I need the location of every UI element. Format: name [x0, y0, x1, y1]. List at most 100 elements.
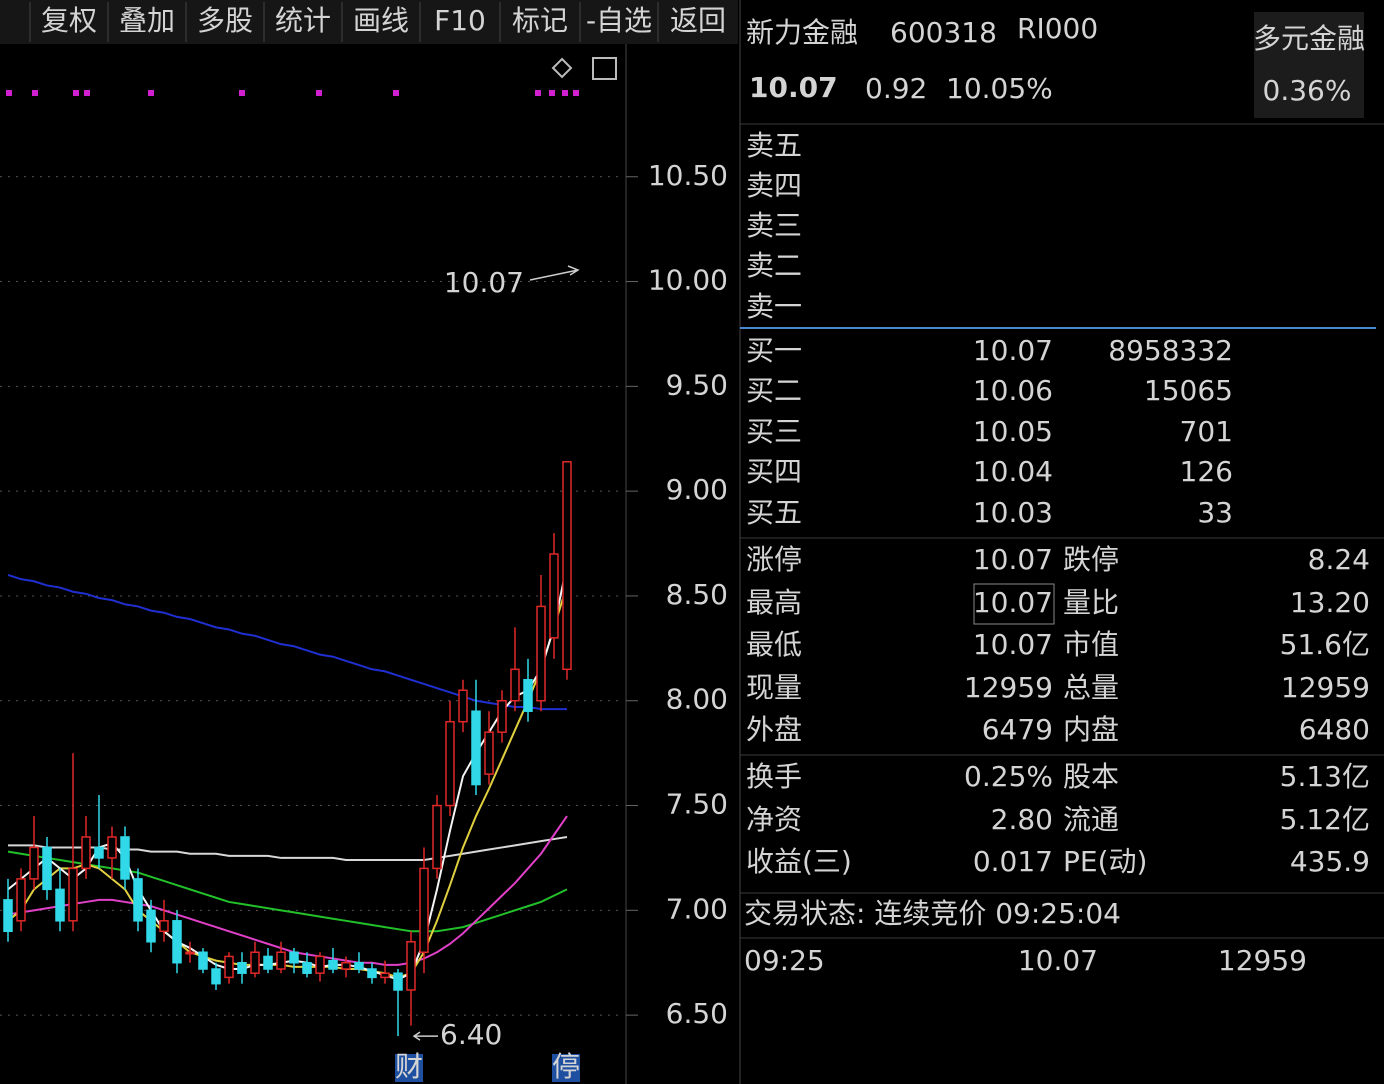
y-tick-label: 8.50: [666, 578, 728, 611]
sector-name[interactable]: 多元金融: [1253, 22, 1365, 55]
candle-body: [276, 951, 286, 970]
stat-label: 总量: [1063, 671, 1119, 704]
y-tick-label: 6.50: [666, 997, 728, 1030]
candle-body: [471, 710, 481, 786]
panel-icon[interactable]: [592, 57, 617, 80]
event-marker-bg: [395, 1054, 423, 1082]
stat-label: 最高: [746, 586, 802, 619]
bid-label: 买五: [746, 496, 802, 529]
event-marker[interactable]: 停: [552, 1050, 580, 1083]
tick-time: 09:25: [744, 944, 825, 977]
candle-body: [380, 972, 390, 979]
stat-value: 10.07: [973, 543, 1053, 576]
candle-body: [497, 699, 507, 733]
bid-volume: 15065: [1144, 374, 1233, 407]
y-tick-label: 8.00: [666, 683, 728, 716]
stat-label: 最低: [746, 628, 802, 661]
y-tick-label: 10.50: [648, 159, 728, 192]
candle-body: [367, 968, 377, 979]
toolbar: [0, 0, 738, 44]
bid-volume: 33: [1197, 496, 1233, 529]
stat-label: 市值: [1063, 628, 1119, 661]
candle-body: [419, 867, 429, 953]
stat-value: 12959: [1281, 671, 1370, 704]
candle-body: [458, 689, 468, 723]
ask-label: 卖四: [746, 169, 802, 202]
stat-label: 外盘: [746, 713, 802, 746]
stat-value: 8.24: [1308, 543, 1370, 576]
candle-body: [42, 846, 52, 891]
price-change: 0.92: [865, 72, 927, 105]
bid-price: 10.04: [973, 455, 1053, 488]
stat-value: 435.9: [1290, 845, 1370, 878]
bid-price: 10.05: [973, 415, 1053, 448]
toolbar-button[interactable]: 标记: [512, 4, 568, 37]
ask-label: 卖一: [746, 290, 802, 323]
tick-price: 10.07: [1018, 944, 1098, 977]
toolbar-button[interactable]: 画线: [353, 4, 409, 37]
bid-price: 10.07: [973, 334, 1053, 367]
candle-body: [562, 461, 572, 671]
candle-body: [133, 878, 143, 922]
price-annotation: 10.07: [444, 266, 524, 299]
toolbar-button[interactable]: F10: [434, 4, 486, 37]
candle-body: [341, 961, 351, 970]
bid-volume: 126: [1180, 455, 1233, 488]
toolbar-button[interactable]: 复权: [41, 4, 97, 37]
stat-label: 涨停: [746, 543, 802, 576]
y-tick-label: 10.00: [648, 264, 728, 297]
candle-body: [55, 888, 65, 922]
candle-body: [185, 951, 195, 955]
y-tick-label: 9.00: [666, 473, 728, 506]
sector-change[interactable]: 0.36%: [1263, 74, 1352, 107]
toolbar-button[interactable]: 统计: [275, 4, 331, 37]
highlight-box: [973, 583, 1055, 625]
bid-volume: 8958332: [1108, 334, 1233, 367]
candle-body: [523, 679, 533, 712]
candle-body: [549, 553, 559, 639]
diamond-icon[interactable]: [551, 57, 573, 79]
toolbar-button[interactable]: 多股: [197, 4, 253, 37]
bid-label: 买二: [746, 374, 802, 407]
stat-value: 6480: [1299, 713, 1370, 746]
moving-average: [7, 585, 568, 979]
candle-body: [29, 846, 39, 880]
last-price: 10.07: [749, 71, 838, 104]
ask-label: 卖三: [746, 209, 802, 242]
signal-dots: [6, 90, 579, 96]
candle-body: [146, 909, 156, 943]
y-tick-label: 9.50: [666, 368, 728, 401]
stat-value: 13.20: [1290, 586, 1370, 619]
y-tick-label: 7.50: [666, 788, 728, 821]
candle-body: [94, 846, 104, 859]
trade-status: 交易状态: 连续竞价 09:25:04: [744, 897, 1121, 930]
candle-body: [289, 951, 299, 964]
price-annotation: 6.40: [440, 1018, 502, 1051]
event-marker[interactable]: 财: [395, 1050, 423, 1083]
sector-box[interactable]: [1254, 12, 1364, 118]
candle-body: [250, 951, 260, 974]
toolbar-button[interactable]: 返回: [670, 4, 726, 37]
stat-value: 6479: [982, 713, 1053, 746]
candle-body: [263, 955, 273, 970]
tick-volume: 12959: [1218, 944, 1307, 977]
toolbar-button[interactable]: -自选: [586, 4, 652, 37]
moving-average: [7, 815, 568, 966]
stock-name: 新力金融: [746, 16, 858, 49]
panel-separators: [740, 123, 1384, 939]
stock-code: 600318: [890, 16, 997, 49]
stat-value: 0.25%: [964, 760, 1053, 793]
stat-value: 5.13亿: [1280, 760, 1370, 793]
candle-body: [224, 955, 234, 979]
candle-body: [432, 804, 442, 870]
candle-body: [16, 878, 26, 922]
stat-value: 2.80: [991, 803, 1053, 836]
candle-body: [393, 972, 403, 991]
stat-value: 5.12亿: [1280, 803, 1370, 836]
y-tick-label: 7.00: [666, 892, 728, 925]
stat-value: 10.07: [973, 586, 1053, 619]
toolbar-button[interactable]: 叠加: [119, 4, 175, 37]
stat-label: 收益(三): [746, 845, 852, 878]
